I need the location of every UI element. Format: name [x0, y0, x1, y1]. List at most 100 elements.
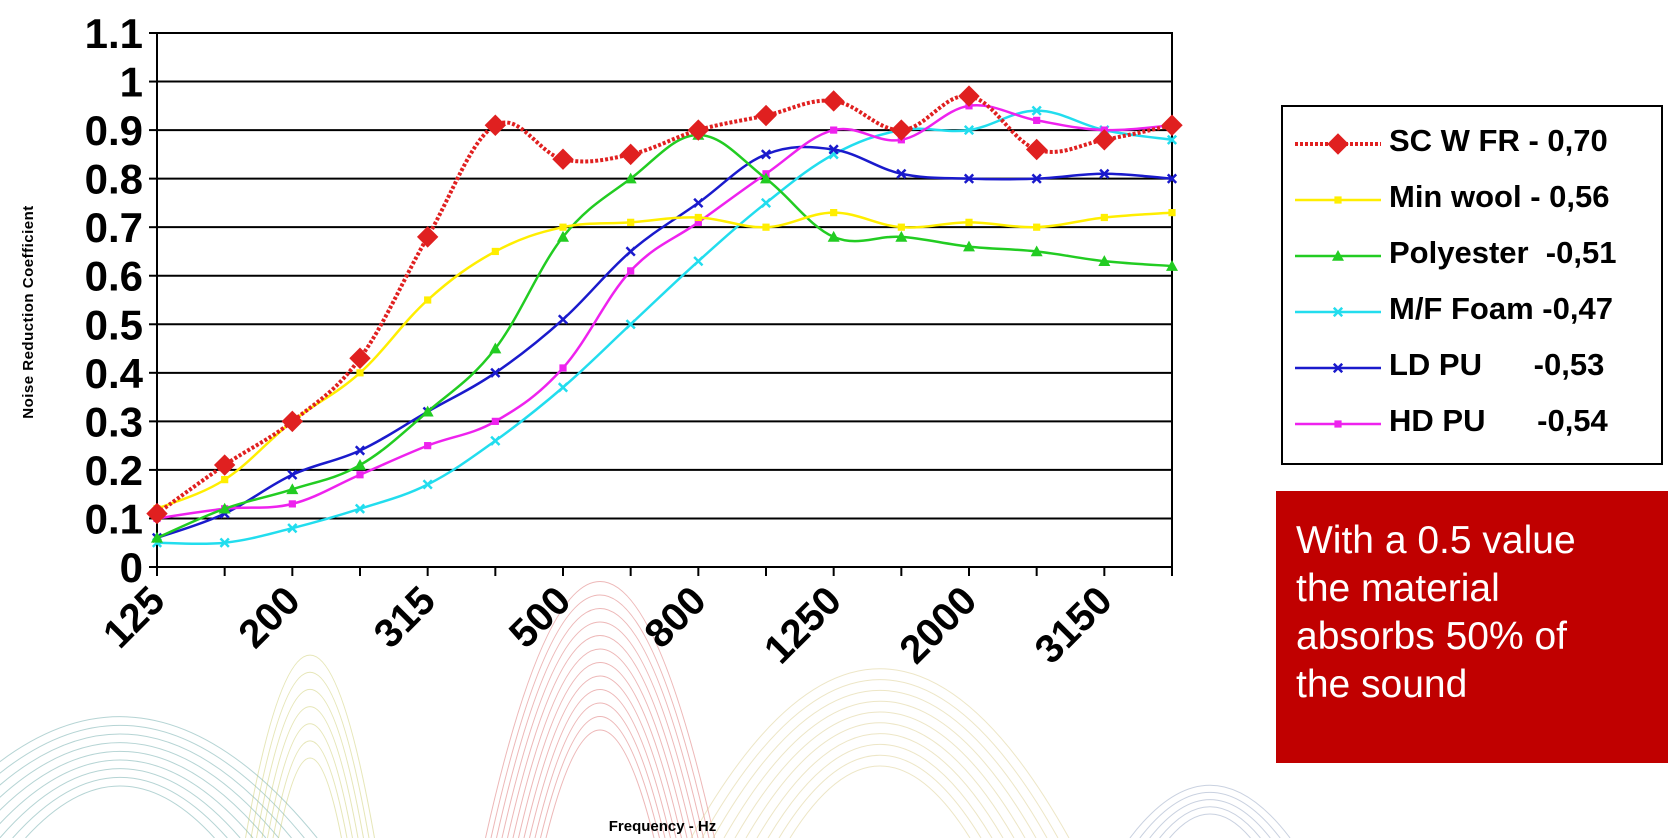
data-point: [484, 114, 507, 136]
y-tick-label: 1: [120, 59, 143, 106]
series-line: [156, 145, 1173, 540]
data-point: [490, 367, 501, 378]
legend-entry: Polyester -0,51: [1283, 231, 1663, 279]
decorative-wave-curve: [278, 757, 342, 838]
legend-swatch: [1295, 306, 1381, 318]
data-point: [422, 479, 433, 490]
data-point: [1168, 209, 1176, 217]
decorative-wave-curve: [272, 740, 348, 838]
data-point: [559, 364, 567, 372]
data-point: [421, 405, 434, 417]
y-tick-label: 0.7: [85, 204, 143, 251]
decorative-wave-curve: [1169, 813, 1251, 838]
data-point: [822, 90, 845, 112]
data-point: [830, 126, 838, 134]
y-tick-label: 0.1: [85, 495, 143, 542]
series-5: [153, 102, 1176, 523]
data-point: [627, 218, 635, 226]
decorative-wave-curve: [690, 668, 1070, 838]
data-point: [1332, 306, 1344, 318]
decorative-wave-curve: [0, 716, 318, 838]
data-point: [354, 503, 366, 514]
x-axis-ticks: 125 200 315 500 800 1250 2000 3150: [95, 567, 1173, 672]
series-layer: [146, 85, 1183, 548]
data-point: [828, 144, 839, 155]
data-point: [827, 230, 840, 242]
x-tick-label: 125: [95, 578, 173, 656]
data-point: [151, 531, 163, 543]
callout-line: With a 0.5 value: [1296, 519, 1576, 562]
decorative-wave-curve: [496, 608, 704, 838]
legend-swatch: [1295, 133, 1381, 155]
decorative-wave-curve: [1129, 784, 1291, 838]
decorative-wave-curve: [778, 754, 982, 838]
data-point: [963, 173, 975, 184]
callout-line: the material: [1296, 567, 1500, 610]
legend-entry: HD PU -0,54: [1283, 399, 1663, 447]
decorative-wave-curve: [545, 729, 655, 838]
data-point: [416, 226, 439, 248]
data-point: [762, 223, 770, 231]
data-point: [625, 246, 636, 257]
data-point: [895, 230, 908, 242]
y-tick-label: 0.2: [85, 447, 143, 494]
data-point: [760, 149, 772, 160]
data-point: [694, 213, 702, 222]
data-point: [1093, 129, 1116, 151]
data-point: [627, 267, 635, 275]
data-point: [625, 319, 636, 330]
legend-label: M/F Foam -0,47: [1389, 291, 1613, 326]
data-point: [1334, 196, 1342, 204]
legend-swatch: [1295, 362, 1381, 374]
decorative-wave-curve: [1159, 806, 1261, 838]
decorative-wave-curve: [1139, 792, 1281, 838]
data-point: [1031, 105, 1042, 116]
decorative-wave-curve: [518, 662, 682, 838]
x-tick-label: 1250: [756, 578, 850, 672]
decorative-wave-curve: [0, 742, 280, 838]
data-point: [965, 218, 973, 226]
data-point: [1033, 223, 1041, 231]
decorative-wave-curve: [0, 750, 267, 838]
legend-entry: M/F Foam -0,47: [1283, 287, 1663, 335]
data-point: [693, 197, 704, 208]
data-point: [491, 417, 499, 425]
data-point: [1327, 133, 1349, 155]
data-point: [491, 247, 499, 256]
data-point: [694, 218, 702, 226]
series-3: [151, 105, 1178, 548]
decorative-wave-curve: [767, 743, 993, 838]
decorative-wave-curve: [701, 679, 1059, 838]
x-tick-label: 800: [636, 578, 714, 656]
data-point: [624, 172, 637, 184]
data-point: [1025, 138, 1048, 161]
legend-swatch: [1295, 250, 1381, 261]
plot-area-frame: [156, 32, 1173, 568]
decorative-wave-curve: [0, 759, 254, 838]
data-point: [890, 119, 913, 141]
decorative-wave-curve: [734, 711, 1026, 838]
series-2: [151, 128, 1178, 543]
series-line: [156, 133, 1173, 540]
series-line: [156, 104, 1173, 520]
decorative-wave-curve: [712, 689, 1048, 838]
decorative-wave-curve: [534, 702, 666, 838]
data-point: [356, 471, 364, 479]
callout-note: With a 0.5 value the material absorbs 50…: [1276, 491, 1668, 763]
data-point: [424, 442, 432, 450]
data-point: [1334, 420, 1342, 428]
y-tick-label: 0: [120, 544, 143, 591]
decorative-wave-curve: [25, 785, 215, 838]
legend-label: Min wool - 0,56: [1389, 179, 1610, 214]
legend-label: SC W FR - 0,70: [1389, 123, 1608, 158]
data-point: [218, 502, 231, 514]
legend: SC W FR - 0,70 Min wool - 0,56 Polyester -…: [1281, 105, 1663, 465]
data-point: [963, 125, 975, 136]
decorative-wave-curve: [501, 621, 699, 838]
y-axis-title: Noise Reduction Coefficient: [20, 205, 37, 419]
data-point: [219, 537, 230, 548]
x-tick-label: 3150: [1027, 578, 1121, 672]
y-tick-label: 0.4: [85, 350, 144, 397]
series-0: [146, 85, 1183, 525]
